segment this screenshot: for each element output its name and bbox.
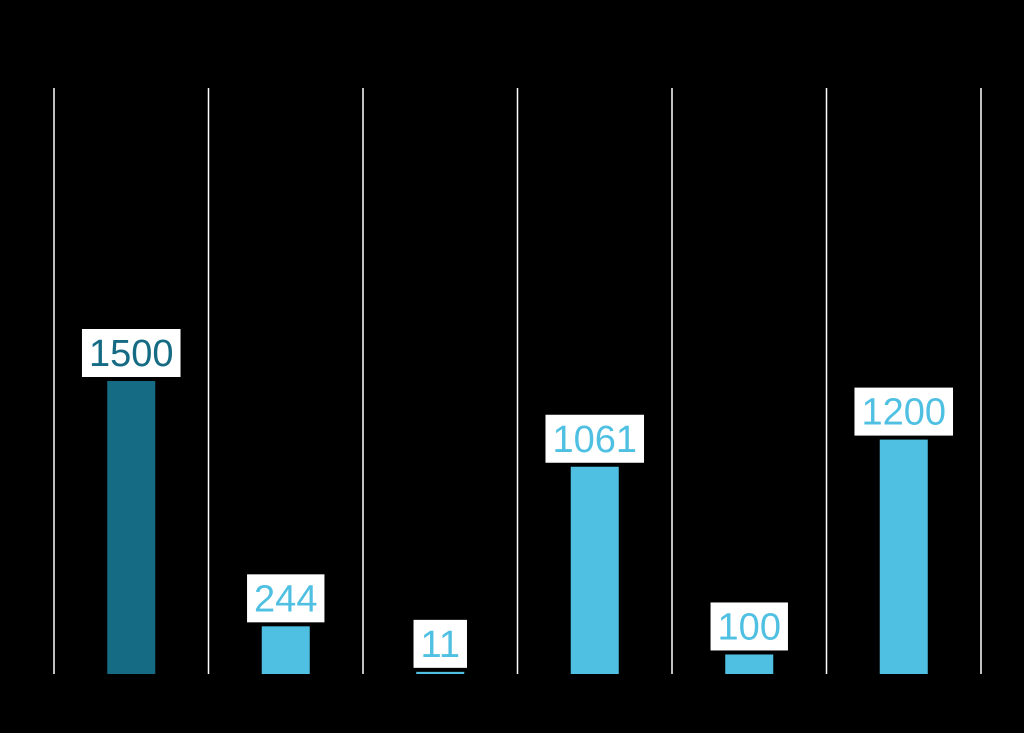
data-label: 1061: [552, 419, 637, 461]
data-label-group: 1200: [854, 387, 954, 436]
bars-group: [107, 381, 928, 674]
data-label-box: [247, 574, 325, 623]
data-label: 1200: [861, 392, 946, 434]
data-label: 1500: [89, 333, 174, 375]
data-label-group: 1500: [81, 329, 181, 377]
data-label-group: 100: [710, 602, 788, 651]
data-label-box: [545, 414, 645, 463]
column-dividers: [53, 88, 982, 674]
bar: [416, 671, 465, 674]
data-label-group: 244: [247, 574, 325, 623]
bar: [107, 381, 156, 674]
data-label: 244: [254, 578, 317, 620]
data-label: 11: [421, 624, 460, 666]
bar: [725, 654, 774, 674]
data-labels-group: 1500 244 11 1061 100 1200: [81, 329, 954, 668]
data-label-group: 1061: [545, 414, 645, 463]
data-label-box: [413, 619, 467, 668]
bar: [879, 439, 928, 674]
bar: [261, 626, 310, 674]
data-label: 100: [718, 606, 781, 648]
data-label-box: [710, 602, 788, 651]
bar: [570, 466, 619, 674]
data-label-box: [81, 329, 181, 377]
data-label-box: [854, 387, 954, 436]
data-label-group: 11: [413, 619, 467, 668]
